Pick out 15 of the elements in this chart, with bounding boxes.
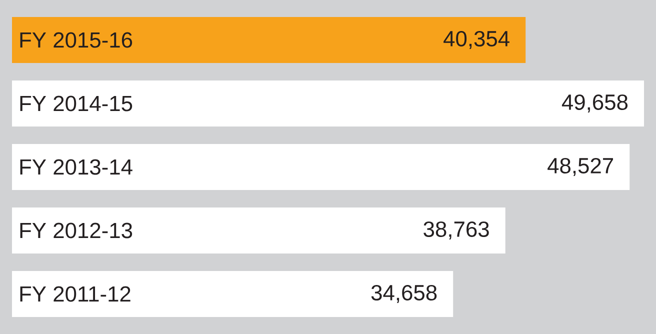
y-tick-label: FY 2011-12	[20, 286, 130, 302]
data-label: 40,354	[444, 30, 510, 50]
y-tick-label: FY 2012-13	[20, 222, 132, 238]
y-tick-label: FY 2015-16	[20, 32, 132, 48]
y-tick-label: FY 2013-14	[20, 159, 132, 175]
data-label: 48,527	[548, 158, 613, 176]
y-tick-label: FY 2014-15	[20, 96, 132, 112]
bar	[12, 144, 630, 190]
data-label: 34,658	[371, 284, 437, 304]
bar	[12, 271, 454, 318]
data-label: 49,658	[562, 94, 628, 113]
data-label: 38,763	[424, 221, 489, 240]
bar	[12, 80, 644, 127]
bar	[12, 17, 526, 64]
bar	[12, 208, 506, 254]
